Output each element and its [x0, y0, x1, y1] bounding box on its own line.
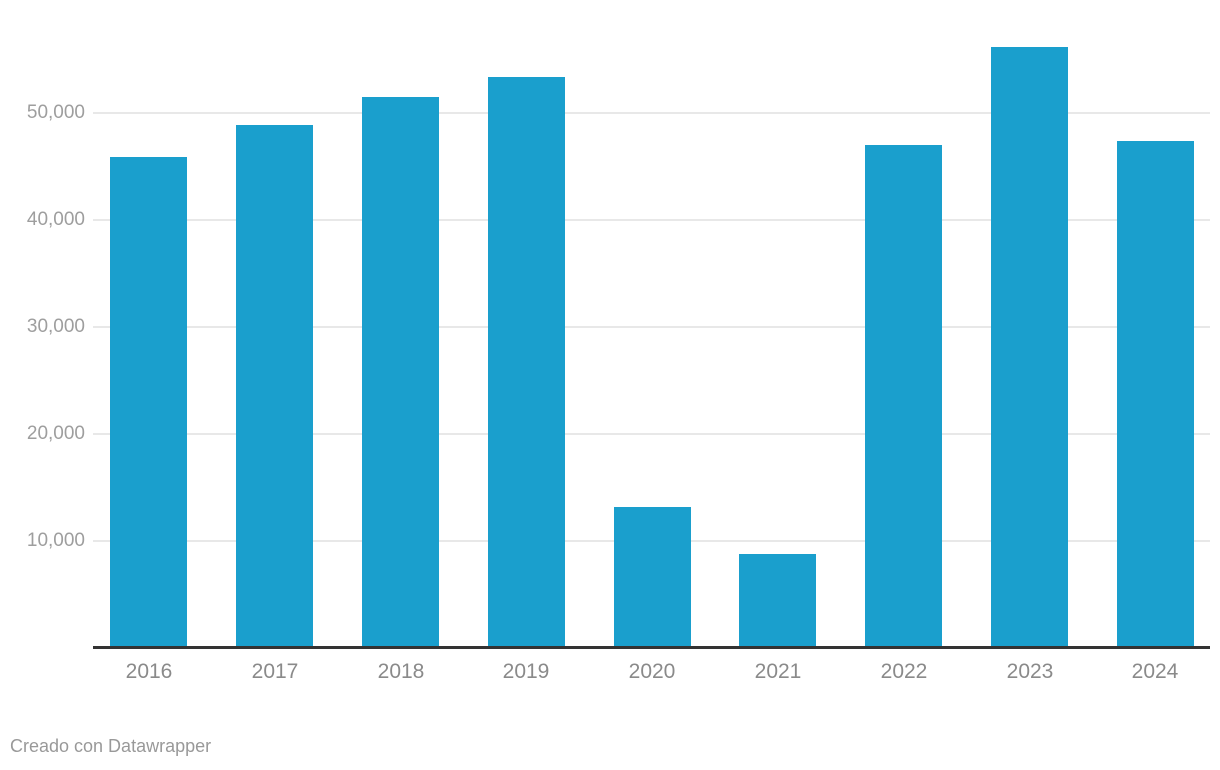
x-tick-label-2024: 2024 — [1131, 660, 1179, 683]
x-tick-label-2016: 2016 — [125, 660, 173, 683]
x-tick-label-2020: 2020 — [628, 660, 676, 683]
gridline-30000 — [93, 326, 1210, 328]
gridline-50000 — [93, 112, 1210, 114]
y-tick-label-40000: 40,000 — [26, 209, 85, 230]
bar-2022 — [865, 145, 942, 648]
y-tick-label-30000: 30,000 — [26, 316, 85, 337]
bar-2019 — [488, 77, 565, 648]
gridline-40000 — [93, 219, 1210, 221]
x-tick-label-2017: 2017 — [251, 660, 299, 683]
x-tick-label-2019: 2019 — [502, 660, 550, 683]
attribution: Creado con Datawrapper — [10, 736, 212, 756]
x-tick-label-2021: 2021 — [754, 660, 802, 683]
gridline-20000 — [93, 433, 1210, 435]
y-tick-label-50000: 50,000 — [26, 102, 85, 123]
x-tick-label-2023: 2023 — [1006, 660, 1054, 683]
x-tick-label-2018: 2018 — [377, 660, 425, 683]
bar-2018 — [362, 97, 439, 648]
x-tick-label-2022: 2022 — [880, 660, 928, 683]
x-axis-line — [93, 646, 1210, 649]
bar-2016 — [110, 157, 187, 648]
bar-2020 — [614, 507, 691, 648]
bar-2024 — [1117, 141, 1194, 648]
y-tick-label-10000: 10,000 — [26, 530, 85, 551]
bar-2023 — [991, 47, 1068, 648]
bar-2017 — [236, 125, 313, 648]
y-tick-label-20000: 20,000 — [26, 423, 85, 444]
bar-2021 — [739, 554, 816, 648]
